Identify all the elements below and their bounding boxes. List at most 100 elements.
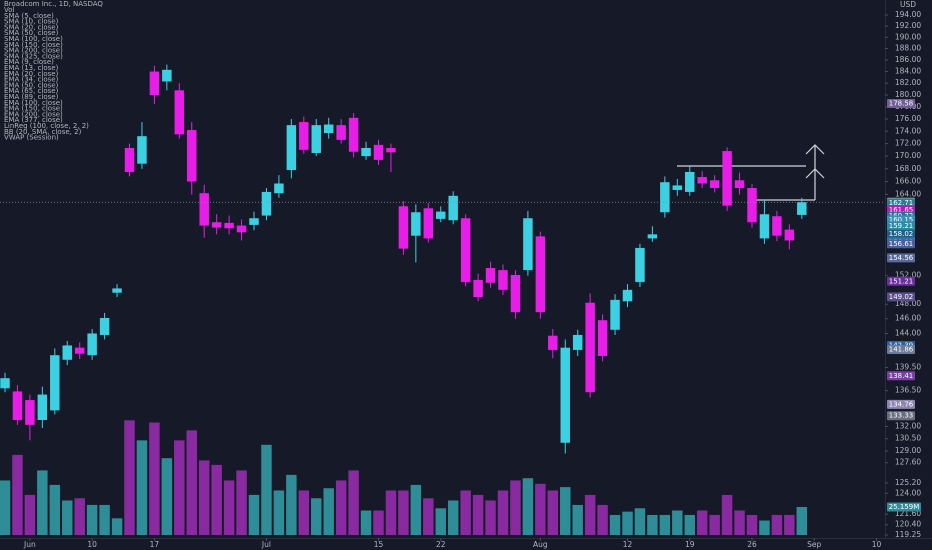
x-tick-label: 10 [87, 540, 97, 549]
price-badge-label: 178.58 [889, 99, 914, 107]
y-tick-label: 136.50 [895, 386, 921, 395]
price-badge-label: 134.76 [889, 400, 914, 408]
legend-entry: EMA (150, close) [4, 105, 63, 113]
volume-bar [672, 510, 683, 535]
legend-entry: BB (20, SMA, close, 2) [4, 128, 82, 136]
volume-bar [273, 490, 285, 535]
candle-body [436, 211, 446, 219]
volume-bar [223, 480, 235, 535]
volume-bar [721, 494, 733, 535]
volume-bar [0, 480, 11, 535]
candle-body [585, 302, 595, 393]
y-tick-label: 194.00 [895, 10, 921, 19]
volume-bar [111, 518, 123, 535]
price-badge-label: 158.02 [889, 230, 914, 238]
candle-body [274, 183, 284, 194]
y-tick-label: 188.00 [895, 44, 921, 53]
candle-body [37, 394, 48, 420]
candle-body [299, 122, 309, 150]
volume-bar [86, 504, 98, 535]
volume-bar [535, 483, 546, 535]
candle-body [249, 218, 259, 225]
legend-entry: SMA (5, close) [4, 12, 54, 20]
price-badge [887, 98, 915, 108]
legend-entry: LinReg (100, close, 2, 2) [4, 122, 89, 130]
volume-bar [335, 480, 347, 535]
volume-bar [99, 504, 110, 535]
candle-body [535, 236, 546, 313]
candle-body [635, 247, 645, 283]
y-tick-label: 170.00 [895, 151, 921, 160]
y-tick-label: 168.00 [895, 164, 921, 173]
candle-body [149, 71, 160, 96]
volume-bar [298, 490, 310, 535]
legend-entry: SMA (200, close) [4, 47, 63, 55]
y-tick-label: 119.25 [895, 530, 921, 539]
price-badge [887, 344, 915, 354]
x-tick-label: 15 [374, 540, 384, 549]
candle-body [311, 125, 321, 153]
candle-body [660, 182, 670, 213]
volume-bar [136, 440, 148, 535]
candle-body [772, 216, 782, 236]
volume-bar [186, 430, 197, 535]
candle-body [74, 347, 85, 354]
x-tick-label: 26 [747, 540, 757, 549]
volume-bar [62, 500, 73, 535]
candle-body [460, 218, 471, 283]
volume-bar [746, 514, 758, 535]
candle-body [236, 225, 247, 233]
drawing-arrow-head [805, 168, 825, 179]
price-badge-label: 162.71 [889, 199, 914, 207]
y-tick-label: 120.40 [895, 520, 921, 529]
volume-bar [37, 470, 48, 535]
candle-body [0, 378, 10, 389]
volume-bar [784, 514, 795, 535]
y-tick-label: 121.60 [895, 509, 921, 518]
volume-bar [485, 500, 496, 535]
candle-body [348, 117, 359, 152]
candle-body [199, 193, 209, 226]
volume-bar [385, 490, 397, 535]
currency: USD [900, 0, 916, 9]
volume-bar [447, 500, 459, 535]
volume-bar [522, 478, 534, 535]
y-tick-label: 190.00 [895, 32, 921, 41]
x-tick-label: 22 [436, 540, 446, 549]
price-badge [887, 229, 915, 239]
volume-bar [348, 470, 359, 535]
y-tick-label: 146.00 [895, 314, 921, 323]
volume-bar [734, 510, 745, 535]
volume-bar [211, 464, 222, 535]
price-badge [887, 253, 915, 263]
price-badge-label: 141.86 [889, 345, 914, 353]
y-tick-label: 184.00 [895, 67, 921, 76]
x-tick-label: 12 [623, 540, 633, 549]
volume-bar [709, 514, 720, 535]
candle-body [523, 218, 533, 271]
volume-bar [472, 494, 484, 535]
candle-body [398, 206, 409, 249]
volume-bar [410, 484, 422, 535]
volume-badge [887, 502, 921, 512]
candle-body [50, 355, 60, 411]
y-tick-label: 130.50 [895, 434, 921, 443]
y-tick-label: 182.00 [895, 78, 921, 87]
volume-bar [684, 514, 695, 535]
candle-body [25, 400, 35, 425]
candle-body [286, 125, 297, 171]
y-tick-label: 174.00 [895, 126, 921, 135]
legend-entry: EMA (65, close) [4, 87, 59, 95]
legend-entry: EMA (9, close) [4, 58, 54, 66]
volume-bar [560, 487, 571, 535]
volume-bar [161, 458, 173, 535]
candle-body [323, 124, 334, 134]
x-tick-label: 19 [685, 540, 695, 549]
candle-body [747, 188, 757, 223]
legend-entry: EMA (200, close) [4, 110, 63, 118]
y-tick-label: 152.00 [895, 271, 921, 280]
candle-body [124, 147, 135, 172]
chart-title: Broadcom Inc., 1D, NASDAQ [4, 0, 103, 8]
y-tick-label: 124.00 [895, 488, 921, 497]
